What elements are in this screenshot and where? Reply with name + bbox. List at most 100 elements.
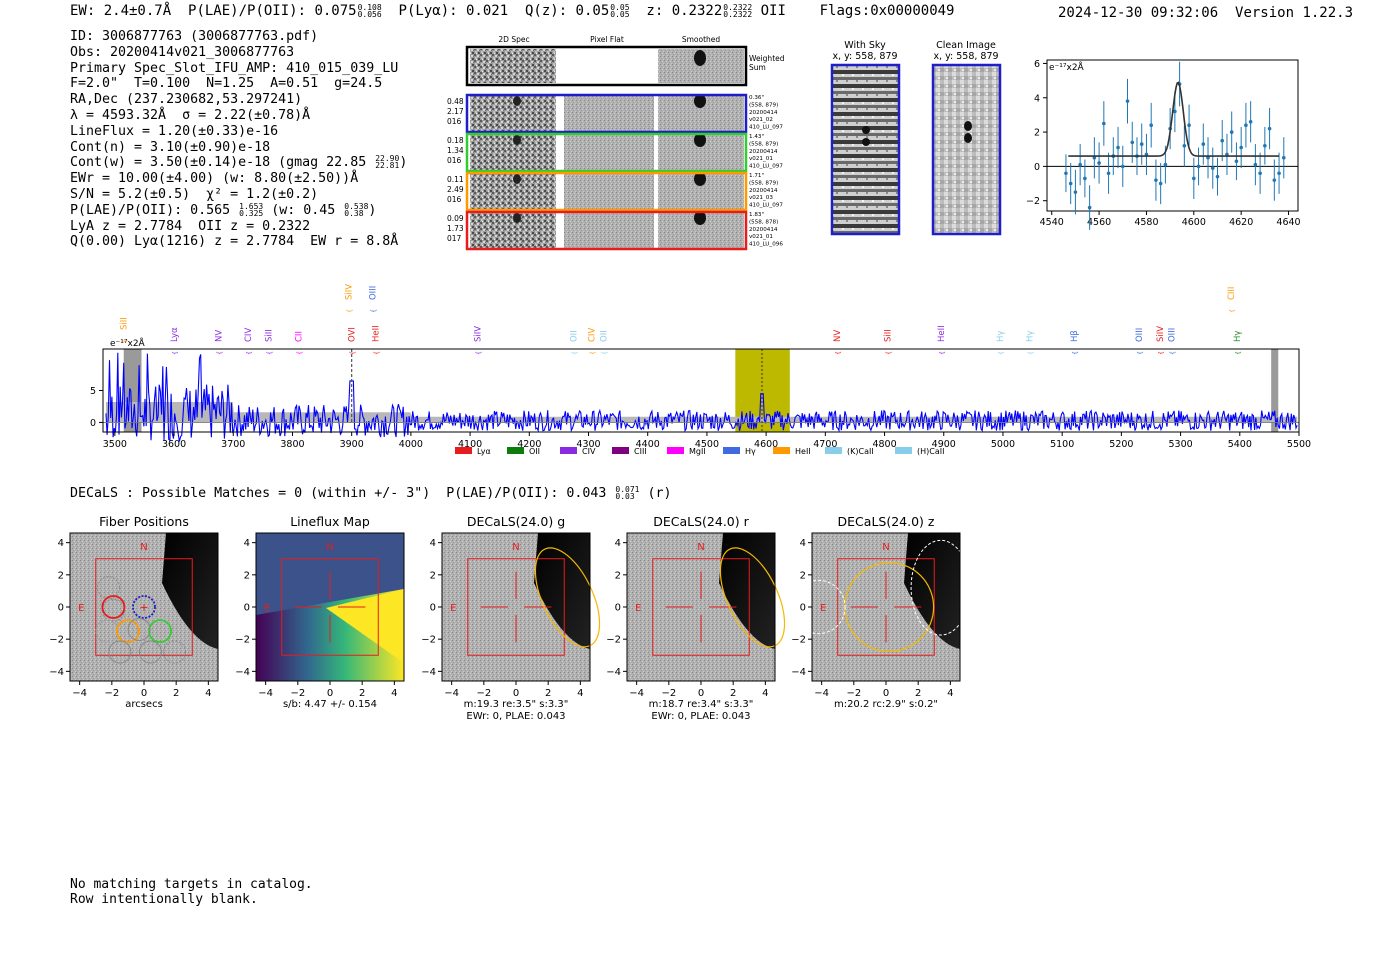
wide-line-label-brace: {: [347, 309, 354, 313]
header-ew: EW: 2.4±0.7Å: [70, 3, 172, 19]
wide-line-label-brace: {: [1235, 351, 1242, 355]
decals-east-label: E: [820, 603, 826, 614]
cutout-row-left-label: 016: [447, 156, 462, 165]
zoom-data-point: [1192, 176, 1196, 181]
wide-line-label: Hγ: [996, 331, 1006, 342]
decals-xtick-label: −2: [290, 688, 305, 699]
wide-line-label-brace: {: [216, 351, 223, 355]
info-plae-w-lo: 0.38: [344, 208, 364, 218]
decals-xtick-label: 4: [762, 688, 768, 699]
fiber-circle: [101, 595, 126, 619]
wide-legend-swatch: [455, 447, 472, 454]
zoom-data-point: [1092, 156, 1097, 160]
weighted-sum-2d-image: [470, 49, 556, 83]
fiber-center-mark: +: [139, 601, 148, 614]
decals-ytick-label: 4: [615, 538, 621, 549]
header-plae-hi: 0.108: [357, 3, 382, 12]
zoom-xtick-label: 4560: [1087, 217, 1111, 228]
with-sky-image: [832, 65, 899, 234]
wide-line-label: OII: [599, 330, 609, 342]
cutout-row-right-label: 1.71": [749, 173, 764, 179]
cutout-row-right-label: (558, 879): [749, 102, 778, 108]
cutout-row-right-label: 1.83": [749, 212, 764, 218]
decals-xtick-label: 0: [141, 688, 147, 699]
decals-ytick-label: −2: [791, 635, 806, 646]
decals-neighbor-ellipse: [791, 579, 846, 635]
fiber-circle: [116, 619, 140, 644]
cutout-source-blob: [694, 172, 706, 186]
wide-legend-label: CIV: [582, 447, 596, 456]
clean-image-source: [964, 133, 972, 143]
decals-ytick-label: −4: [235, 667, 250, 678]
wide-legend-swatch: [825, 447, 842, 454]
cutout-row-right-label: 0.36": [749, 95, 764, 101]
decals-neighbor-ellipse: [910, 539, 971, 636]
cutout-source-blob: [694, 133, 706, 147]
cutout-row-left-label: 0.18: [447, 136, 464, 145]
wide-xtick-label: 4700: [813, 439, 837, 450]
zoom-data-point: [1120, 164, 1125, 169]
wide-line-label-brace: {: [1072, 351, 1079, 355]
zoom-data-point: [1220, 138, 1225, 143]
decals-panels: Fiber Positions + N E −4 −4 −2 −2 0 0 2 2 4 4 arcsecs L…: [49, 514, 971, 722]
zoom-data-point: [1173, 109, 1177, 114]
info-radec: RA,Dec (237.230682,53.297241): [70, 92, 303, 108]
cutout-source-blob: [513, 96, 521, 106]
fiber-circle: [108, 640, 132, 664]
header-datetime: 2024-12-30 09:32:06: [1058, 5, 1219, 21]
cutout-row-frame: [465, 93, 748, 134]
wide-legend-label: Hγ: [745, 447, 756, 456]
wide-line-label: Hγ: [1026, 331, 1036, 342]
zoom-data-point: [1106, 171, 1111, 176]
decals-xtick-label: 0: [513, 688, 519, 699]
decals-panel-caption: arcsecs: [125, 699, 163, 710]
cutout-row-right-label: 410_LU_097: [749, 203, 783, 209]
wide-xtick-label: 4900: [932, 439, 956, 450]
wide-line-label-brace: {: [1229, 309, 1236, 313]
zoom-data-point: [1102, 121, 1106, 126]
decals-ytick-label: 4: [430, 538, 436, 549]
wide-xtick-label: 3900: [340, 439, 364, 450]
zoom-data-point: [1154, 178, 1158, 182]
with-sky-source: [862, 126, 870, 134]
wide-legend-swatch: [895, 447, 912, 454]
decals-panel-caption: m:18.7 re:3.4" s:3.3": [649, 699, 754, 710]
wide-line-label-brace: {: [350, 351, 357, 355]
cutout-row-left-label: 016: [447, 117, 462, 126]
header-z-hi: 0.2322: [723, 3, 753, 12]
wide-ytick-label: 0: [90, 418, 96, 429]
info-ewr: EWr = 10.00(±4.00) (w: 8.80(±2.50))Å: [70, 171, 359, 187]
wide-line-label-brace: {: [572, 351, 579, 355]
fiber-circle: [132, 595, 156, 619]
info-gmag-hi: 22.90: [375, 154, 400, 164]
wide-legend-swatch: [560, 447, 577, 454]
zoom-ytick-label: 4: [1034, 93, 1040, 104]
fiber-circle: [95, 619, 119, 643]
decals-summary-band: (r): [647, 486, 672, 501]
wide-line-label: OIII: [1135, 328, 1145, 342]
zoom-xtick-label: 4640: [1276, 217, 1300, 228]
cutout-flat-image: [564, 95, 654, 132]
zoom-data-point: [1272, 178, 1277, 182]
cutout-row-left-label: 2.49: [447, 185, 464, 194]
decals-ytick-label: 4: [800, 538, 806, 549]
cutout-row-frame: [465, 171, 748, 212]
decals-xtick-label: −2: [476, 688, 491, 699]
cutout-row-frame: [465, 210, 748, 251]
fiber-circle: [138, 640, 162, 664]
wide-legend-label: MgII: [689, 447, 706, 456]
decals-xtick-label: 4: [205, 688, 211, 699]
cutout-row-right-label: (558, 879): [749, 180, 778, 186]
wide-xtick-label: 5000: [991, 439, 1015, 450]
fiber-circle: [97, 576, 121, 600]
cutout-row-right-label: 20200414: [749, 149, 778, 155]
cutout-flat-image: [564, 212, 654, 249]
wide-gray-band: [1271, 349, 1279, 432]
cutout-row-right-label: v021_03: [749, 195, 773, 201]
zoom-data-point: [1215, 174, 1220, 179]
wide-line-label-brace: {: [835, 351, 842, 355]
zoom-data-point: [1244, 123, 1248, 128]
decals-xtick-label: 4: [947, 688, 953, 699]
wide-xtick-label: 4600: [754, 439, 778, 450]
